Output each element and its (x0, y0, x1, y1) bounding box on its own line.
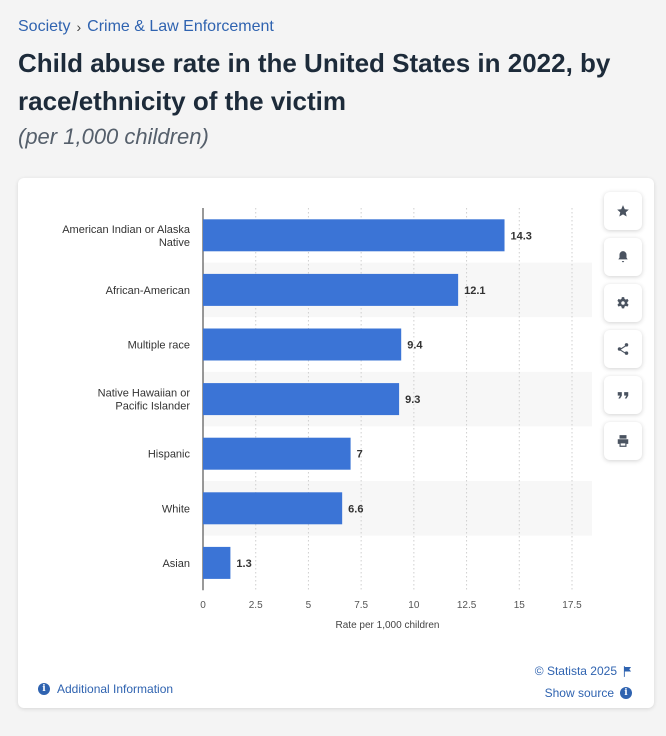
show-source-row[interactable]: Show source i (535, 682, 632, 704)
category-label: Multiple race (128, 340, 190, 352)
share-icon (617, 343, 629, 355)
bar[interactable] (203, 383, 400, 416)
favorite-button[interactable] (604, 192, 642, 230)
bell-icon (618, 251, 628, 263)
category-label: American Indian or Alaska Native (62, 224, 191, 249)
bar[interactable] (203, 437, 351, 470)
data-label: 6.6 (348, 503, 363, 515)
print-button[interactable] (604, 422, 642, 460)
category-label: African-American (106, 285, 190, 297)
data-label: 12.1 (464, 285, 485, 297)
bar[interactable] (203, 546, 231, 579)
breadcrumb-crime[interactable]: Crime & Law Enforcement (87, 18, 274, 35)
show-source-link[interactable]: Show source (544, 686, 614, 700)
page-subtitle: (per 1,000 children) (18, 124, 209, 149)
settings-button[interactable] (604, 284, 642, 322)
chart-footer-right: © Statista 2025 Show source i (535, 660, 632, 704)
category-label: Asian (162, 558, 190, 570)
x-tick-label: 10 (408, 600, 420, 611)
data-label: 14.3 (511, 230, 532, 242)
copyright-text[interactable]: © Statista 2025 (534, 664, 617, 678)
bar[interactable] (203, 219, 505, 252)
category-label: Hispanic (148, 449, 191, 461)
print-icon (617, 435, 629, 447)
x-tick-label: 15 (514, 600, 526, 611)
notification-button[interactable] (604, 238, 642, 276)
chart-toolbar (604, 192, 642, 460)
additional-info-link[interactable]: i Additional Information (38, 682, 173, 696)
data-label: 1.3 (236, 558, 251, 570)
copyright-row: © Statista 2025 (535, 660, 632, 682)
x-tick-label: 12.5 (457, 600, 477, 611)
star-icon (617, 205, 629, 217)
additional-info-label[interactable]: Additional Information (57, 682, 174, 696)
share-button[interactable] (604, 330, 642, 368)
bar[interactable] (203, 273, 459, 306)
x-tick-label: 5 (306, 600, 312, 611)
bar[interactable] (203, 328, 402, 361)
info-icon: i (620, 687, 632, 699)
breadcrumb: Society › Crime & Law Enforcement (18, 18, 274, 36)
breadcrumb-separator: › (76, 19, 82, 35)
category-label: Native Hawaiian or Pacific Islander (98, 388, 191, 413)
x-tick-label: 2.5 (249, 600, 263, 611)
page-title: Child abuse rate in the United States in… (18, 48, 611, 116)
gear-icon (617, 297, 629, 309)
cite-button[interactable] (604, 376, 642, 414)
data-label: 9.3 (405, 394, 420, 406)
x-tick-label: 0 (200, 600, 206, 611)
data-label: 7 (357, 449, 363, 461)
quote-icon (617, 392, 629, 399)
data-label: 9.4 (407, 340, 423, 352)
flag-icon[interactable] (623, 665, 632, 677)
x-axis-title: Rate per 1,000 children (336, 620, 440, 631)
breadcrumb-society[interactable]: Society (18, 18, 71, 35)
info-icon: i (38, 683, 50, 695)
x-tick-label: 17.5 (562, 600, 582, 611)
x-tick-label: 7.5 (354, 600, 368, 611)
bar[interactable] (203, 492, 343, 525)
category-label: White (162, 503, 190, 515)
